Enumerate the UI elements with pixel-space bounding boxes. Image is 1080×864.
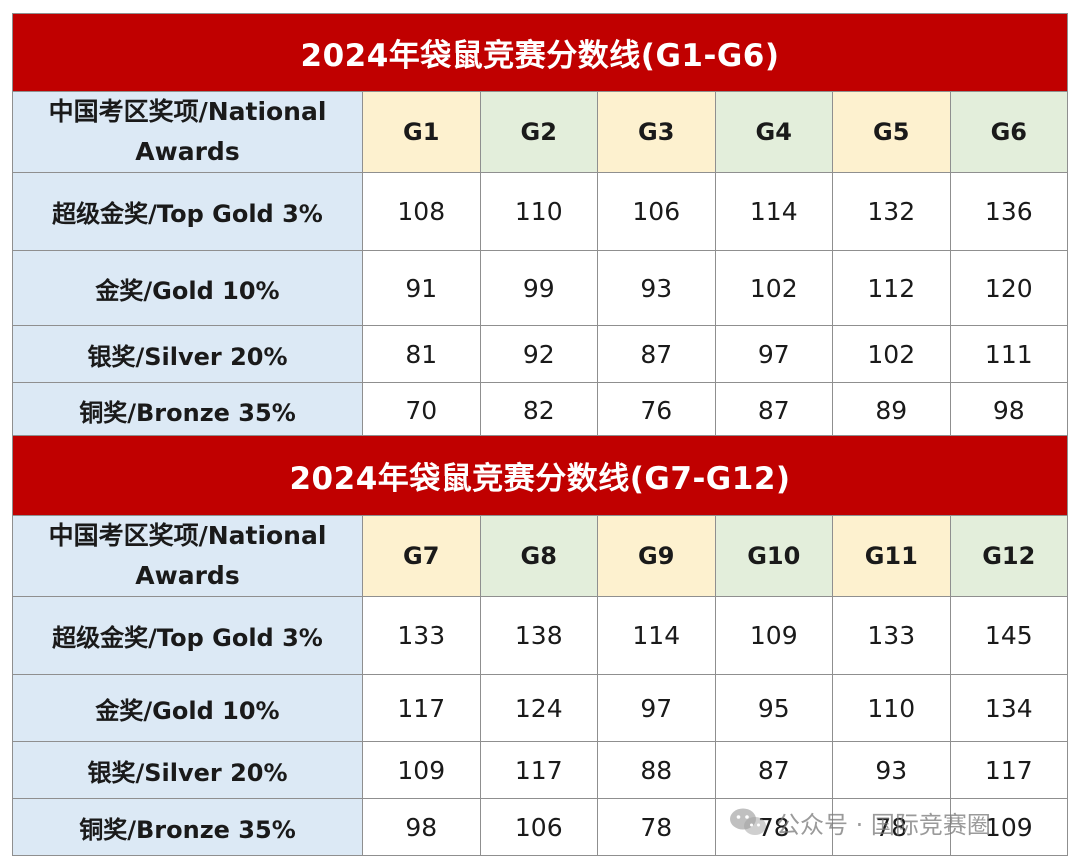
table-title: 2024年袋鼠竞赛分数线(G1-G6) [11,13,1069,92]
score-cell: 102 [714,250,833,326]
score-cell: 117 [362,674,481,742]
table-row: 铜奖/Bronze 35% 98 106 78 78 78 109 [12,798,1069,856]
score-cell: 109 [949,798,1069,856]
award-label: 超级金奖/Top Gold 3% [12,172,363,251]
score-cell: 145 [949,596,1069,675]
score-cell: 136 [949,172,1069,251]
score-cell: 111 [949,325,1069,383]
watermark-text: 公众号 · 国际竞赛圈 [776,810,991,839]
score-cell: 98 [949,382,1069,439]
score-cell: 70 [362,382,481,439]
score-cell: 97 [597,674,716,742]
grade-header: G7 [362,515,481,597]
grade-header: G5 [832,91,951,173]
grade-header-row: 中国考区奖项/National Awards G1 G2 G3 G4 G5 G6 [12,91,1069,173]
score-cell: 92 [479,325,598,383]
score-cell: 106 [479,798,598,856]
score-cell: 133 [362,596,481,675]
grade-header: G2 [479,91,598,173]
table-row: 银奖/Silver 20% 81 92 87 97 102 111 [12,325,1069,383]
score-cell: 91 [362,250,481,326]
score-cell: 78 [832,798,951,856]
grade-header: G1 [362,91,481,173]
awards-column-header: 中国考区奖项/National Awards [12,91,363,173]
score-cell: 98 [362,798,481,856]
score-cell: 110 [832,674,951,742]
award-label: 银奖/Silver 20% [12,325,363,383]
watermark: 公众号 · 国际竞赛圈 [728,804,991,840]
score-cell: 89 [832,382,951,439]
grade-header-row: 中国考区奖项/National Awards G7 G8 G9 G10 G11 … [12,515,1069,597]
award-label: 金奖/Gold 10% [12,674,363,742]
score-cell: 78 [714,798,833,856]
score-cell: 120 [949,250,1069,326]
score-cell: 88 [597,741,716,799]
grade-header: G11 [832,515,951,597]
table-row: 银奖/Silver 20% 109 117 88 87 93 117 [12,741,1069,799]
score-cell: 87 [597,325,716,383]
score-cell: 134 [949,674,1069,742]
score-cell: 87 [714,382,833,439]
table-title-row: 2024年袋鼠竞赛分数线(G1-G6) [11,13,1069,92]
table-row: 金奖/Gold 10% 117 124 97 95 110 134 [12,674,1069,742]
table-title: 2024年袋鼠竞赛分数线(G7-G12) [11,435,1069,516]
score-cell: 124 [479,674,598,742]
grade-header: G12 [949,515,1069,597]
score-cell: 117 [949,741,1069,799]
score-cell: 97 [714,325,833,383]
award-label: 铜奖/Bronze 35% [12,382,363,439]
grade-header: G8 [479,515,598,597]
score-cell: 109 [714,596,833,675]
score-cell: 99 [479,250,598,326]
award-label: 银奖/Silver 20% [12,741,363,799]
score-cell: 81 [362,325,481,383]
score-table-g7-g12: 2024年袋鼠竞赛分数线(G7-G12) 中国考区奖项/National Awa… [11,435,1069,856]
award-label: 铜奖/Bronze 35% [12,798,363,856]
score-cell: 133 [832,596,951,675]
score-cell: 114 [597,596,716,675]
score-cell: 114 [714,172,833,251]
grade-header: G3 [597,91,716,173]
score-cell: 93 [597,250,716,326]
score-cell: 138 [479,596,598,675]
score-cell: 87 [714,741,833,799]
table-row: 铜奖/Bronze 35% 70 82 76 87 89 98 [12,382,1069,439]
score-cell: 82 [479,382,598,439]
score-cell: 110 [479,172,598,251]
award-label: 金奖/Gold 10% [12,250,363,326]
score-cell: 109 [362,741,481,799]
table-title-row: 2024年袋鼠竞赛分数线(G7-G12) [11,435,1069,516]
score-table-g1-g6: 2024年袋鼠竞赛分数线(G1-G6) 中国考区奖项/National Awar… [11,13,1069,439]
score-cell: 95 [714,674,833,742]
award-label: 超级金奖/Top Gold 3% [12,596,363,675]
table-row: 金奖/Gold 10% 91 99 93 102 112 120 [12,250,1069,326]
score-cell: 102 [832,325,951,383]
table-row: 超级金奖/Top Gold 3% 133 138 114 109 133 145 [12,596,1069,675]
score-cell: 112 [832,250,951,326]
score-cell: 76 [597,382,716,439]
grade-header: G10 [714,515,833,597]
grade-header: G9 [597,515,716,597]
table-row: 超级金奖/Top Gold 3% 108 110 106 114 132 136 [12,172,1069,251]
score-cell: 117 [479,741,598,799]
score-cell: 106 [597,172,716,251]
awards-column-header: 中国考区奖项/National Awards [12,515,363,597]
score-cell: 108 [362,172,481,251]
score-cell: 78 [597,798,716,856]
grade-header: G6 [949,91,1069,173]
score-cell: 93 [832,741,951,799]
wechat-icon [728,806,768,838]
score-cell: 132 [832,172,951,251]
grade-header: G4 [714,91,833,173]
